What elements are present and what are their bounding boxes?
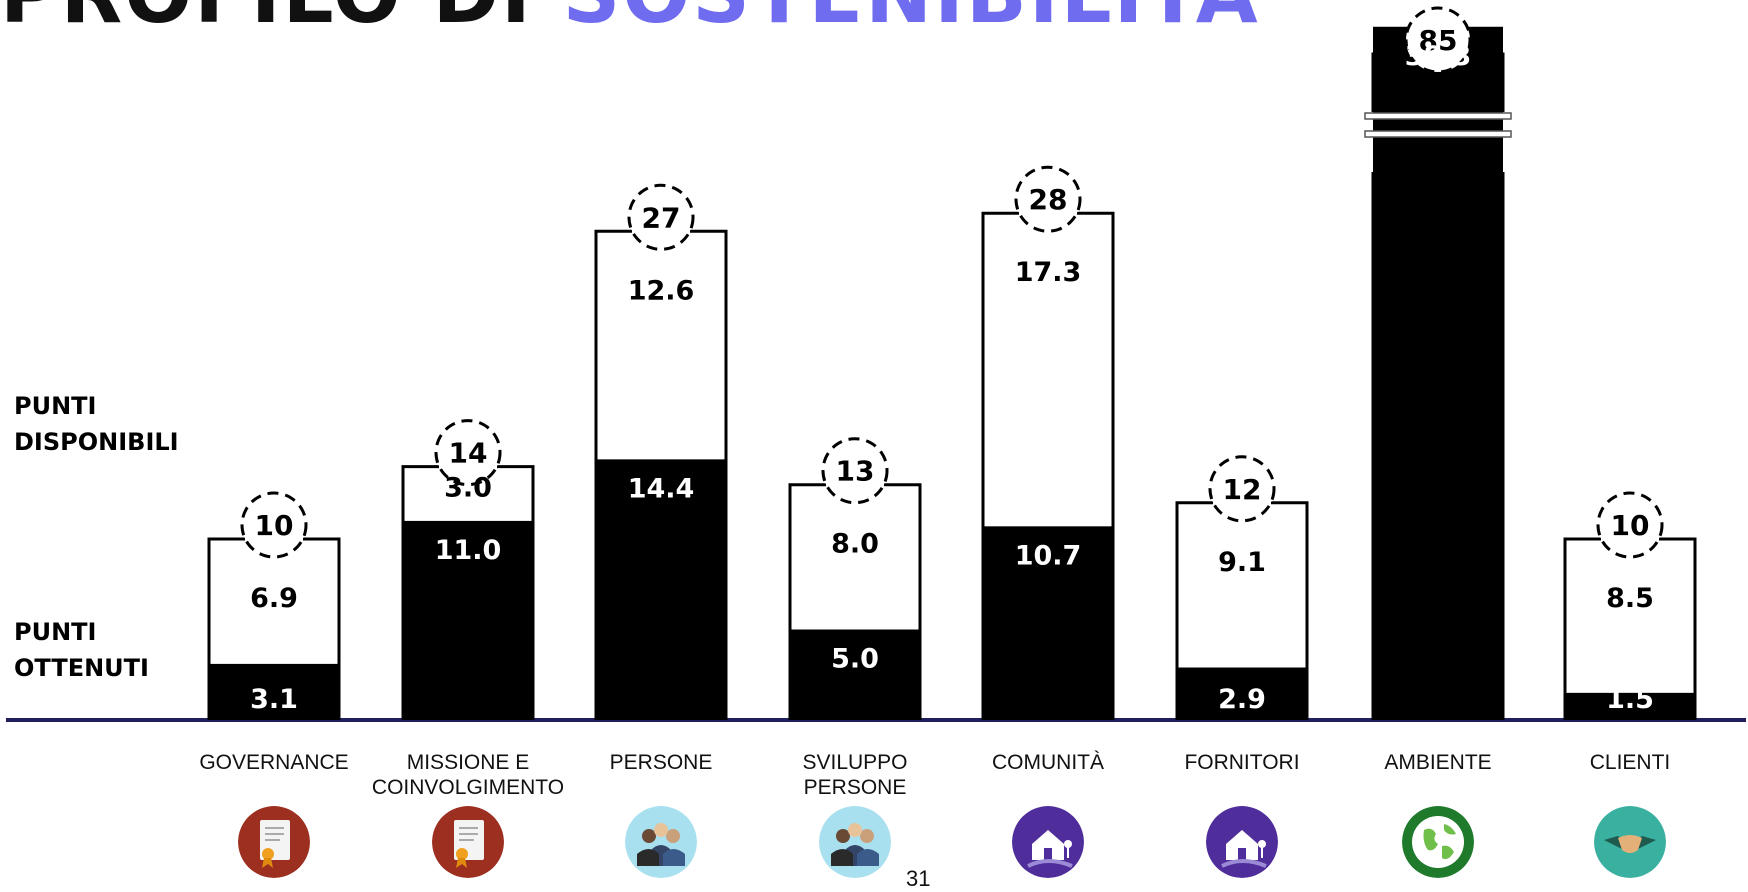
obtained-value-label: 38.3	[1405, 41, 1472, 72]
bar-obtained	[1565, 692, 1695, 720]
category-label: COMUNITÀ	[992, 751, 1104, 774]
label-obtained-line-1: PUNTI	[14, 618, 97, 646]
axis-break-mark	[1364, 112, 1512, 120]
globe-icon	[1402, 806, 1474, 878]
bar-obtained	[209, 663, 339, 720]
total-badge	[240, 491, 308, 559]
label-available-line-1: PUNTI	[14, 392, 97, 420]
bar-obtained	[403, 520, 533, 720]
title-part-1: PROFILO DI	[0, 0, 563, 41]
bar-obtained	[790, 629, 920, 720]
total-label: 13	[836, 455, 875, 488]
certificate-icon	[238, 806, 310, 878]
category-label: CLIENTI	[1589, 751, 1671, 774]
label-obtained-line-2: OTTENUTI	[14, 654, 149, 682]
remaining-value-label: 6.9	[250, 583, 298, 614]
obtained-value-label: 11.0	[435, 535, 502, 566]
total-label: 85	[1419, 24, 1458, 57]
people-icon	[625, 806, 697, 878]
label-available-points: PUNTI DISPONIBILI	[14, 388, 179, 460]
obtained-value-label: 14.4	[628, 473, 695, 504]
title-part-2: SOSTENIBILITÀ	[563, 0, 1260, 41]
category-label: AMBIENTE	[1384, 751, 1492, 774]
category-label: PERSONE	[609, 751, 713, 774]
obtained-value-label: 2.9	[1218, 684, 1266, 715]
label-available-line-2: DISPONIBILI	[14, 428, 179, 456]
total-label: 10	[1611, 509, 1650, 542]
bar-outline	[788, 483, 922, 720]
bar-outline	[207, 537, 341, 720]
remaining-value-label: 8.5	[1606, 583, 1654, 614]
obtained-value-label: 5.0	[831, 644, 879, 675]
total-label: 14	[449, 437, 488, 470]
remaining-value-label: 3.0	[444, 473, 492, 504]
community-house-icon	[1206, 806, 1278, 878]
obtained-value-label: 10.7	[1015, 540, 1082, 571]
page-title: PROFILO DI SOSTENIBILITÀ	[0, 0, 1260, 41]
category-label: MISSIONE E COINVOLGIMENTO	[371, 751, 565, 799]
bar-outline-lower	[1371, 172, 1505, 720]
total-badge	[1404, 6, 1472, 74]
total-badge	[434, 419, 502, 487]
total-badge	[627, 183, 695, 251]
bar-outline	[594, 229, 728, 720]
bar-obtained	[1373, 26, 1503, 720]
remaining-value-label: 8.0	[831, 529, 879, 560]
remaining-value-label: 9.1	[1218, 547, 1266, 578]
bar-outline	[981, 211, 1115, 720]
total-badge	[1596, 491, 1664, 559]
total-badge	[821, 437, 889, 505]
community-house-icon	[1012, 806, 1084, 878]
page-number: 31	[906, 866, 931, 891]
bar-outline	[1175, 501, 1309, 720]
bar-obtained	[983, 526, 1113, 720]
total-label: 12	[1223, 473, 1262, 506]
total-label: 28	[1029, 183, 1068, 216]
axis-break-mark	[1364, 130, 1512, 138]
obtained-value-label: 1.5	[1606, 684, 1654, 715]
category-label: FORNITORI	[1184, 751, 1300, 774]
category-label: GOVERNANCE	[199, 751, 349, 774]
bar-obtained	[596, 459, 726, 720]
bar-outline	[401, 465, 535, 720]
remaining-value-label: 17.3	[1015, 257, 1082, 288]
category-label: SVILUPPO PERSONE	[802, 751, 908, 799]
bar-outline-upper	[1371, 52, 1505, 112]
people-icon	[819, 806, 891, 878]
total-badge	[1208, 455, 1276, 523]
total-label: 27	[642, 201, 681, 234]
remaining-value-label: 12.6	[628, 275, 695, 306]
bar-obtained	[1177, 667, 1307, 720]
bar-outline	[1563, 537, 1697, 720]
certificate-icon	[432, 806, 504, 878]
total-badge	[1014, 165, 1082, 233]
handshake-icon	[1594, 806, 1666, 878]
total-label: 10	[255, 509, 294, 542]
label-obtained-points: PUNTI OTTENUTI	[14, 614, 149, 686]
obtained-value-label: 3.1	[250, 684, 298, 715]
